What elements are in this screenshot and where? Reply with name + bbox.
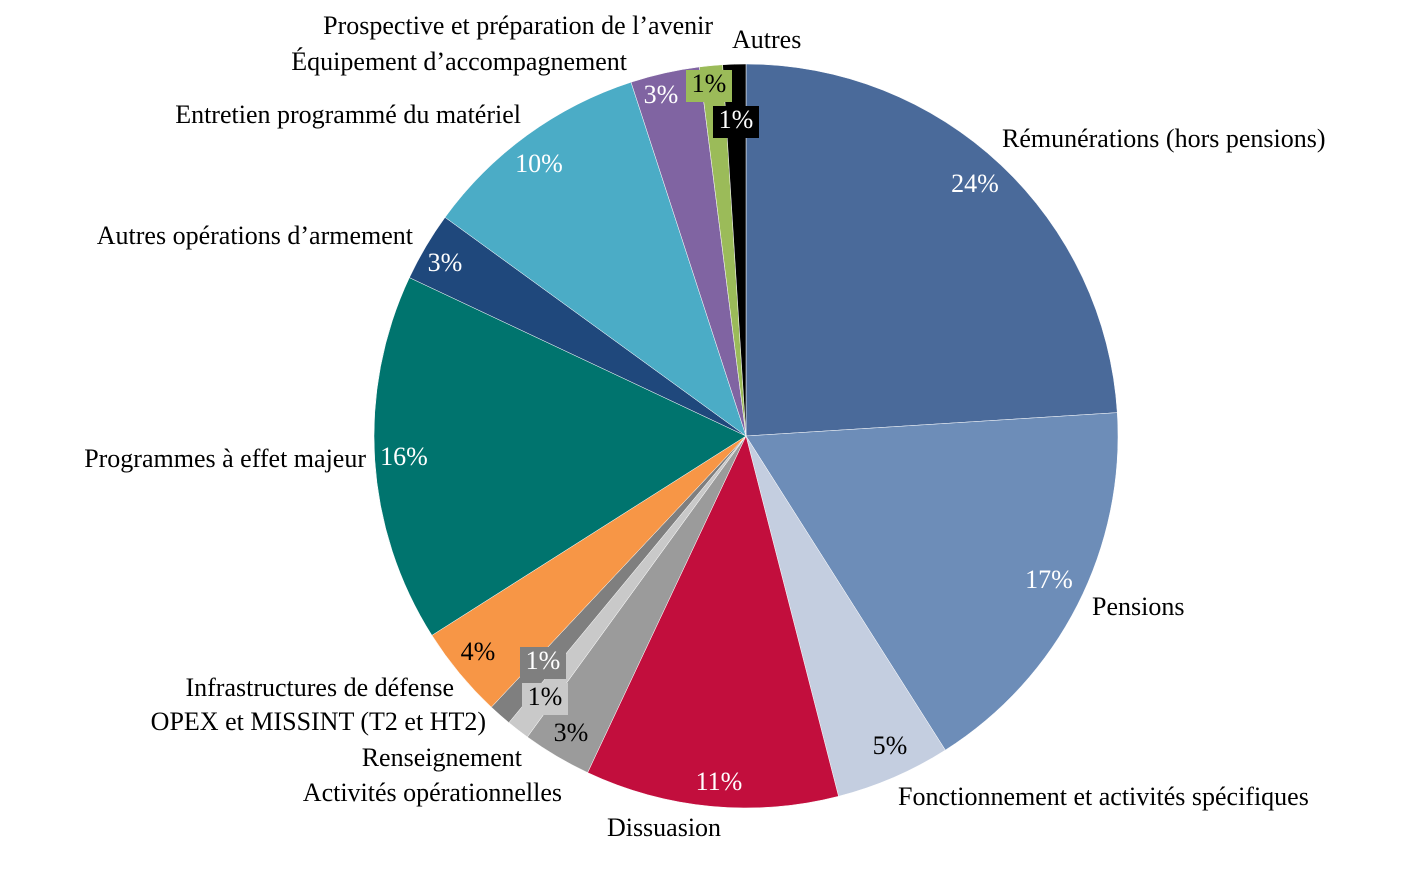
pie-slice: [444, 81, 747, 437]
category-label: Prospective et préparation de l’avenir: [323, 11, 713, 40]
label-box: [713, 106, 759, 138]
value-label: 3%: [554, 718, 589, 747]
category-label: Rémunérations (hors pensions): [1002, 124, 1326, 153]
value-label: 1%: [692, 69, 727, 98]
category-label: Autres opérations d’armement: [97, 221, 414, 250]
category-label: OPEX et MISSINT (T2 et HT2): [151, 707, 486, 736]
value-label: 3%: [644, 80, 679, 109]
value-label: 24%: [951, 169, 999, 198]
category-label: Équipement d’accompagnement: [291, 47, 627, 76]
category-label: Infrastructures de défense: [185, 673, 454, 702]
category-label: Programmes à effet majeur: [84, 444, 366, 473]
value-label: 11%: [696, 767, 743, 796]
category-label: Fonctionnement et activités spécifiques: [898, 782, 1309, 811]
value-label: 1%: [719, 105, 754, 134]
value-label: 5%: [873, 731, 908, 760]
category-label: Dissuasion: [607, 813, 721, 842]
pie-slice: [373, 277, 747, 636]
category-label: Activités opérationnelles: [303, 778, 562, 807]
label-box: [522, 683, 568, 715]
value-label: 17%: [1025, 565, 1073, 594]
pie-slice: [722, 63, 747, 437]
label-box: [520, 647, 566, 679]
label-box: [686, 70, 732, 102]
value-label: 10%: [515, 149, 563, 178]
value-label: 1%: [528, 682, 563, 711]
pie-slice: [745, 63, 1118, 437]
pie-slice: [745, 412, 1119, 751]
value-label: 4%: [461, 637, 496, 666]
pie-slice: [587, 435, 839, 809]
category-label: Entretien programmé du matériel: [175, 100, 521, 129]
value-label: 3%: [428, 248, 463, 277]
category-label: Pensions: [1092, 592, 1184, 621]
category-label: Autres: [732, 25, 801, 54]
value-label: 16%: [380, 442, 428, 471]
category-label: Renseignement: [362, 743, 523, 772]
value-label: 1%: [526, 646, 561, 675]
